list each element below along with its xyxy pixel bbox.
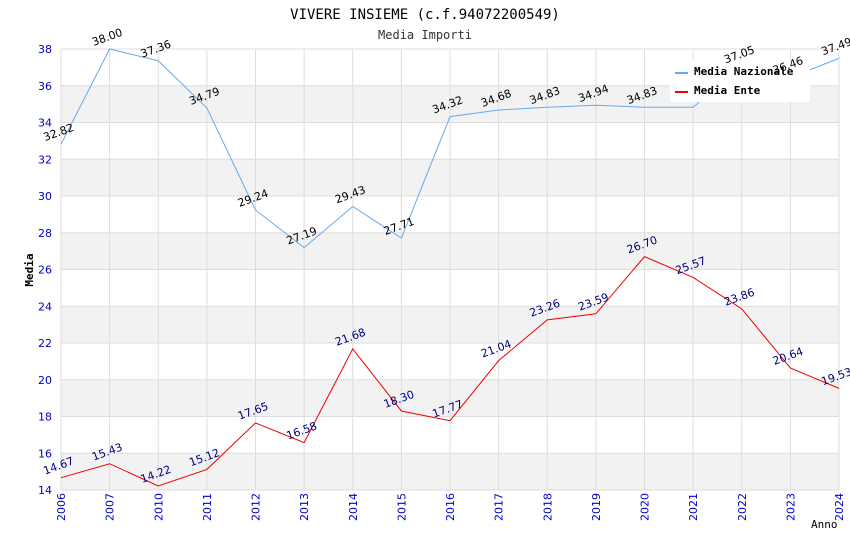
- y-axis-label: Media: [23, 253, 36, 286]
- data-label: 23.86: [722, 286, 756, 309]
- y-tick-label: 34: [38, 117, 52, 130]
- x-tick-label: 2006: [55, 493, 68, 521]
- legend-box: [670, 60, 810, 102]
- y-tick-label: 14: [38, 484, 52, 497]
- y-tick-label: 18: [38, 411, 52, 424]
- chart-subtitle: Media Importi: [378, 28, 472, 42]
- y-tick-label: 36: [38, 80, 52, 93]
- x-tick-labels: 2006 2007 2010 2011 2012 2013 2014 2015 2016 2017…: [55, 493, 846, 521]
- y-tick-label: 38: [38, 43, 52, 56]
- y-tick-label: 32: [38, 153, 52, 166]
- y-tick-label: 26: [38, 264, 52, 277]
- x-tick-label: 2013: [298, 493, 311, 521]
- x-tick-label: 2019: [590, 493, 603, 521]
- y-tick-label: 22: [38, 337, 52, 350]
- x-tick-label: 2022: [736, 493, 749, 521]
- data-label: 16.58: [285, 419, 319, 442]
- x-tick-label: 2023: [784, 493, 797, 521]
- x-tick-label: 2010: [152, 493, 165, 521]
- y-tick-label: 30: [38, 190, 52, 203]
- y-tick-labels: 14 16 18 20 22 24 26 28 30 32 34 36 38: [38, 43, 52, 497]
- x-axis-label: Anno: [811, 518, 838, 531]
- x-tick-label: 2012: [250, 493, 263, 521]
- x-tick-label: 2011: [201, 493, 214, 521]
- x-tick-label: 2014: [347, 493, 360, 521]
- x-tick-label: 2016: [444, 493, 457, 521]
- legend-label-media-ente: Media Ente: [694, 84, 761, 97]
- x-tick-label: 2007: [104, 493, 117, 521]
- x-tick-label: 2020: [639, 493, 652, 521]
- chart-title: VIVERE INSIEME (c.f.94072200549): [290, 7, 560, 23]
- data-label: 38.00: [90, 26, 124, 49]
- data-label: 37.36: [139, 38, 173, 61]
- legend: Media Nazionale Media Ente: [670, 60, 810, 102]
- y-tick-label: 24: [38, 300, 52, 313]
- x-tick-label: 2017: [493, 493, 506, 521]
- grid-lines: [60, 48, 840, 491]
- x-tick-label: 2018: [541, 493, 554, 521]
- x-tick-label: 2021: [687, 493, 700, 521]
- y-tick-label: 16: [38, 447, 52, 460]
- data-label: 37.49: [820, 35, 850, 58]
- x-tick-label: 2024: [833, 493, 846, 521]
- y-tick-label: 28: [38, 227, 52, 240]
- series-line-media-ente: [60, 256, 840, 487]
- y-tick-label: 20: [38, 374, 52, 387]
- x-tick-label: 2015: [395, 493, 408, 521]
- legend-label-media-nazionale: Media Nazionale: [694, 65, 794, 78]
